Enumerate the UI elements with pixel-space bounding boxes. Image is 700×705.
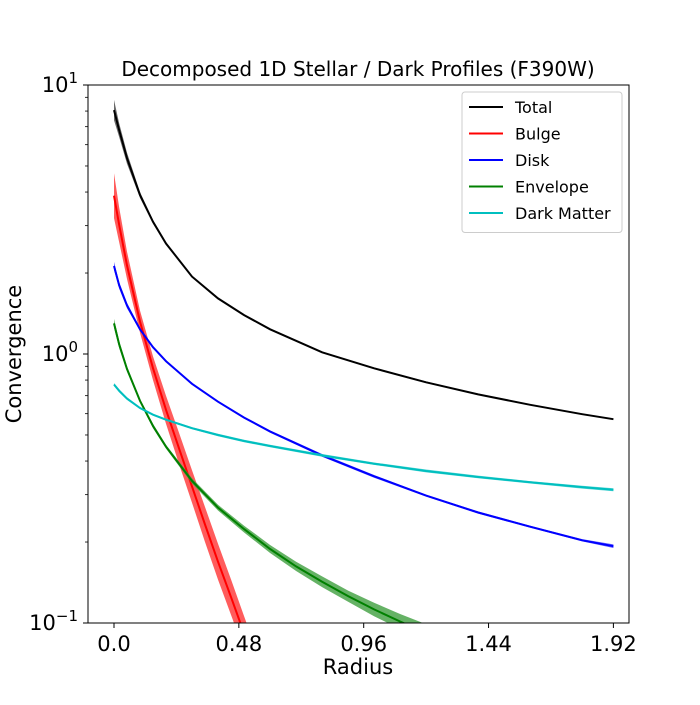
plot-area	[113, 99, 614, 623]
legend-label-total: Total	[514, 98, 552, 117]
series-line-bulge	[113, 195, 242, 623]
y-axis-label: Convergence	[2, 285, 26, 423]
x-tick-label: 0.0	[97, 632, 130, 656]
x-tick-label: 1.92	[590, 632, 637, 656]
legend-label-dark-matter: Dark Matter	[515, 204, 611, 223]
chart-title: Decomposed 1D Stellar / Dark Profiles (F…	[121, 57, 594, 81]
legend: Total Bulge Disk Envelope Dark Matter	[461, 91, 623, 233]
y-tick-label: 10−1	[29, 607, 78, 635]
legend-box	[461, 91, 623, 233]
series-line-total	[113, 109, 614, 421]
legend-label-bulge: Bulge	[515, 125, 561, 144]
x-tick-label: 0.48	[215, 632, 262, 656]
x-tick-label: 1.44	[465, 632, 512, 656]
x-axis-label: Radius	[323, 655, 393, 679]
y-tick-label: 100	[42, 338, 78, 366]
series-line-envelope	[113, 323, 406, 623]
y-tick-label: 101	[42, 69, 78, 97]
series-line-disk	[113, 265, 614, 548]
series-line-dark-matter	[113, 383, 614, 491]
axes: 0.0 0.48 0.96 1.44 1.92 10−1 100 101	[29, 69, 637, 656]
x-tick-label: 0.96	[340, 632, 387, 656]
legend-label-envelope: Envelope	[515, 178, 589, 197]
legend-label-disk: Disk	[515, 151, 550, 170]
